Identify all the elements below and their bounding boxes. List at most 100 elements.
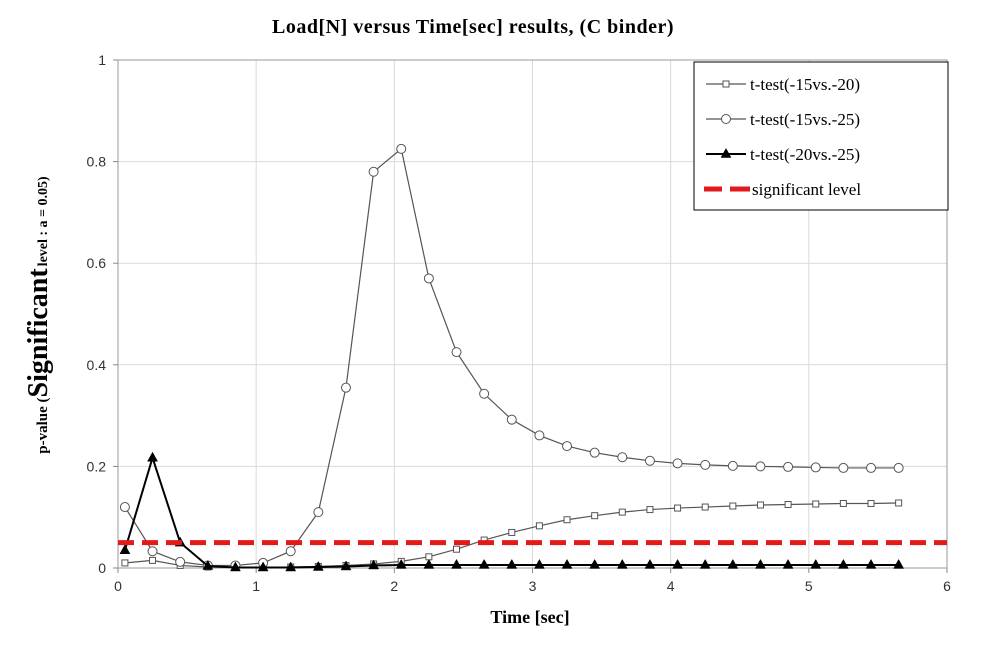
data-point (368, 166, 379, 177)
data-point (646, 506, 654, 514)
data-point (506, 414, 517, 425)
data-point (285, 546, 296, 557)
x-tick-label: 6 (943, 578, 951, 594)
series-layer (118, 143, 947, 572)
data-point (867, 499, 875, 507)
data-point (895, 499, 903, 507)
data-point (783, 461, 794, 472)
data-point (368, 559, 380, 570)
x-axis-label: Time [sec] (490, 607, 569, 627)
data-point (865, 558, 877, 569)
x-tick-label: 0 (114, 578, 122, 594)
data-point (782, 558, 794, 569)
data-point (700, 459, 711, 470)
data-point (230, 561, 241, 572)
legend-marker (721, 114, 731, 124)
legend-box (693, 61, 949, 211)
data-point (837, 558, 849, 569)
data-point (727, 460, 738, 471)
legend: t-test(-15vs.-20) t-test(-15vs.-25) t-test… (693, 61, 949, 211)
series-15vs25 (119, 143, 904, 571)
legend-label: t-test(-15vs.-25) (750, 110, 860, 129)
legend-label: significant level (752, 180, 861, 199)
data-point (340, 382, 351, 393)
data-point (589, 447, 600, 458)
y-tick-label: 0.2 (87, 458, 107, 474)
data-point (893, 462, 904, 473)
data-point (533, 558, 545, 569)
data-point (810, 558, 822, 569)
x-tick-label: 4 (667, 578, 675, 594)
data-point (425, 553, 433, 561)
data-point (784, 501, 792, 508)
x-tick-label: 5 (805, 578, 813, 594)
data-point (589, 558, 601, 569)
data-point (508, 528, 516, 536)
data-point (423, 558, 435, 569)
data-point (395, 558, 407, 569)
data-point (618, 508, 626, 516)
y-tick-label: 0.8 (87, 154, 107, 170)
legend-entry: t-test(-15vs.-25) (706, 110, 860, 129)
data-point (313, 507, 324, 518)
data-point (119, 502, 130, 513)
data-point (121, 559, 129, 567)
x-tick-label: 3 (529, 578, 537, 594)
legend-entry: t-test(-15vs.-20) (706, 75, 860, 94)
legend-marker (720, 147, 732, 158)
data-point (534, 430, 545, 441)
y-axis-label-prefix: p-value ( (35, 397, 51, 453)
data-point (535, 522, 543, 530)
data-point (699, 558, 711, 569)
data-point (147, 451, 158, 462)
y-tick-label: 1 (98, 52, 106, 68)
data-point (149, 556, 157, 564)
data-point (147, 546, 158, 557)
data-point (451, 347, 462, 358)
y-axis-label-subscript: level : a = 0.05) (36, 176, 51, 266)
x-axis-ticks: 0 1 2 3 4 5 6 (114, 568, 951, 594)
data-point (285, 561, 297, 572)
legend-entry: significant level (704, 180, 861, 199)
x-tick-label: 1 (252, 578, 260, 594)
y-axis-label: p-value (Significant level : a = 0.05) (23, 176, 54, 454)
data-point (453, 545, 461, 553)
data-point (451, 558, 462, 569)
y-tick-label: 0.6 (87, 255, 107, 271)
legend-label: t-test(-20vs.-25) (750, 145, 860, 164)
legend-label: t-test(-15vs.-20) (750, 75, 860, 94)
data-point (755, 558, 766, 569)
data-point (506, 558, 518, 569)
data-point (838, 462, 849, 473)
data-point (839, 499, 847, 507)
data-point (563, 516, 571, 524)
data-point (616, 558, 628, 569)
data-point (617, 452, 628, 463)
data-point (812, 500, 820, 508)
y-axis-label-main: Significant (23, 268, 54, 398)
legend-entry: t-test(-20vs.-25) (706, 145, 860, 164)
data-point (672, 558, 683, 569)
data-point (727, 558, 739, 569)
data-point (175, 556, 186, 567)
data-point (893, 558, 905, 569)
x-tick-label: 2 (390, 578, 398, 594)
data-point (340, 560, 352, 571)
data-point (756, 501, 764, 509)
data-point (866, 462, 877, 473)
data-point (755, 461, 766, 472)
data-point (312, 560, 324, 571)
y-tick-label: 0.4 (87, 357, 107, 373)
data-point (591, 512, 599, 520)
series-line (123, 454, 899, 569)
data-point (674, 504, 682, 512)
data-point (810, 462, 821, 473)
data-point (644, 558, 656, 569)
data-point (257, 561, 269, 572)
data-point (672, 458, 683, 469)
y-axis-ticks: 0 0.2 0.4 0.6 0.8 1 (87, 52, 118, 576)
data-point (729, 502, 737, 510)
data-point (202, 559, 214, 570)
data-point (561, 558, 573, 569)
